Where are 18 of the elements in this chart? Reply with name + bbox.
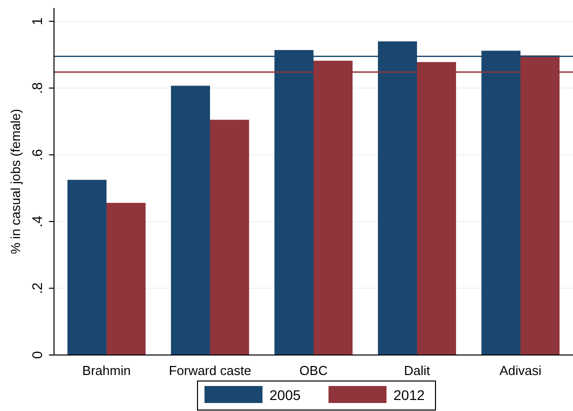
y-tick-label: .4 [29, 215, 45, 228]
x-tick-label: OBC [299, 363, 328, 378]
legend-label: 2012 [394, 387, 425, 403]
y-axis-title: % in casual jobs (female) [8, 108, 23, 254]
y-tick-label: .6 [29, 148, 45, 161]
x-tick-label: Adivasi [500, 363, 542, 378]
y-tick-label: 0 [29, 350, 45, 359]
y-tick-label: .8 [29, 82, 45, 94]
bar [106, 202, 146, 355]
y-tick-label: .2 [29, 282, 45, 294]
y-tick-label: 1 [29, 17, 45, 26]
legend-label: 2005 [270, 387, 301, 403]
bar [210, 120, 250, 355]
x-tick-label: Forward caste [168, 363, 252, 378]
x-tick-label: Dalit [404, 363, 430, 378]
bar [170, 86, 210, 355]
x-tick-label: Brahmin [82, 363, 131, 378]
bar [67, 180, 107, 355]
